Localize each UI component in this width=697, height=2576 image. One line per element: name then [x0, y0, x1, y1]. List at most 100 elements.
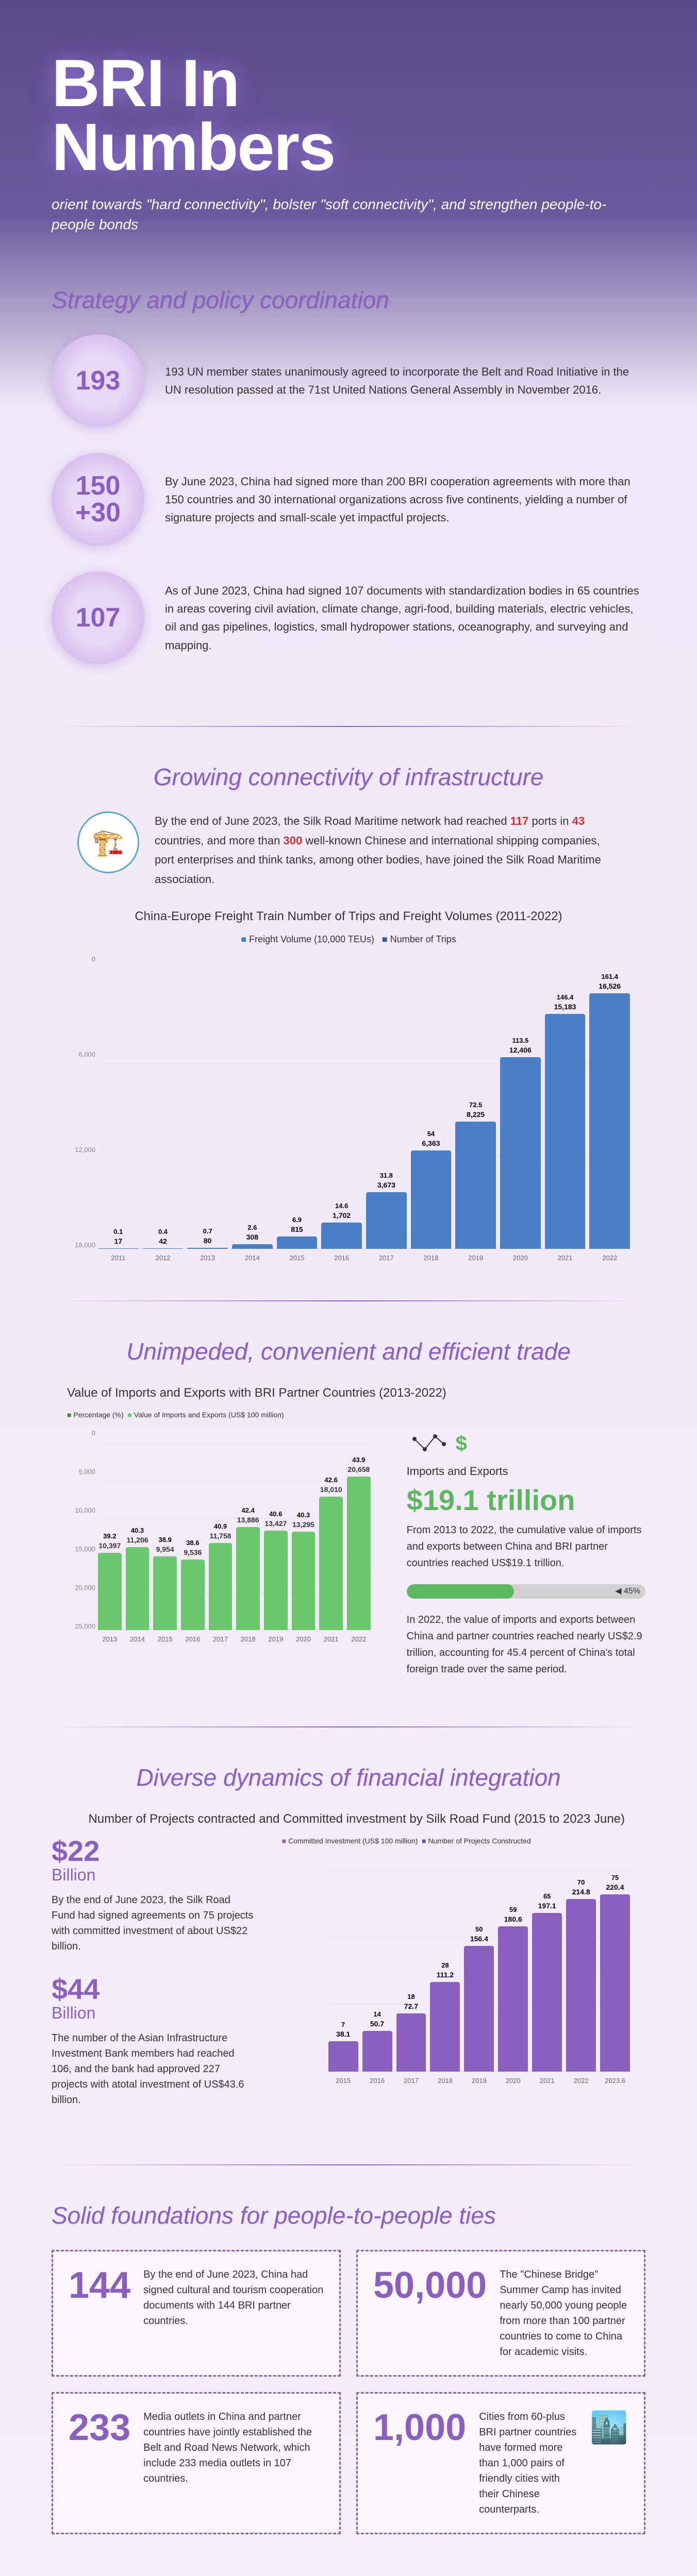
- bar-group: 11,758 40.9 2017: [209, 1543, 233, 1630]
- bar: 72.7 18: [396, 2013, 426, 2072]
- bar: 9,536 38.6: [181, 1560, 205, 1630]
- bar-xlabel: 2014: [245, 1254, 260, 1262]
- fin-chart-wrap: ■ Committed Investment (US$ 100 million)…: [282, 1837, 645, 2128]
- fin-chart: 38.1 7 2015 50.7 14 2016 72.7 18 2017 11…: [297, 1855, 630, 2087]
- bar-value: 72.7: [404, 2002, 418, 2010]
- bar-group: 8,225 72.5 2019: [455, 1122, 496, 1249]
- person-icon: [201, 2570, 258, 2576]
- stat-row: 150+30 By June 2023, China had signed mor…: [52, 453, 645, 546]
- people-card: 233 Media outlets in China and partner c…: [52, 2392, 341, 2534]
- trade-pct: ◀ 45%: [615, 1586, 640, 1596]
- bar: 3,673 31.8: [366, 1192, 407, 1249]
- stat-number: 150+30: [52, 453, 144, 546]
- bar-group: 11,206 40.3 2014: [126, 1547, 150, 1630]
- bar-group: 3,673 31.8 2017: [366, 1192, 407, 1249]
- people-text: The "Chinese Bridge" Summer Camp has inv…: [500, 2267, 628, 2360]
- trade-chart: 05,00010,00015,00020,00025,000 10,397 39…: [67, 1429, 371, 1646]
- bar-group: 38.1 7 2015: [328, 2041, 358, 2072]
- stat-row: 107As of June 2023, China had signed 107…: [52, 571, 645, 664]
- bar-group: 16,526 161.4 2022: [589, 993, 630, 1249]
- divider: [52, 1300, 645, 1301]
- bar-xlabel: 2018: [241, 1635, 256, 1643]
- bar: 80 0.7: [187, 1248, 228, 1249]
- person-icon: [439, 2570, 496, 2576]
- people-text: Media outlets in China and partner count…: [143, 2409, 324, 2486]
- bar-xlabel: 2023.6: [605, 2077, 625, 2084]
- bar-xlabel: 2012: [156, 1254, 171, 1262]
- fin-num: $44: [52, 1975, 256, 2004]
- bar: 38.1 7: [328, 2041, 358, 2072]
- bar-value: 13,295: [292, 1520, 314, 1529]
- people-num: 144: [69, 2267, 130, 2304]
- divider: [52, 726, 645, 727]
- people-num: 1,000: [373, 2409, 466, 2446]
- bar-group: 42 0.4 2012: [143, 1248, 184, 1249]
- bar: 214.8 70: [566, 1899, 596, 2072]
- stat-number: 107: [52, 571, 144, 664]
- bar-value: 42: [159, 1237, 167, 1245]
- bar-value: 815: [291, 1225, 303, 1233]
- bar-value: 20,658: [347, 1465, 370, 1473]
- bar-xlabel: 2019: [268, 1635, 283, 1643]
- people-card: 1,000 Cities from 60-plus BRI partner co…: [356, 2392, 645, 2534]
- bar-value: 9,536: [184, 1548, 202, 1556]
- bar-group: 1,702 14.6 2016: [321, 1223, 362, 1249]
- bar: 308 2.6: [232, 1244, 273, 1249]
- bar-value: 17: [114, 1237, 123, 1245]
- bar-xlabel: 2016: [185, 1635, 200, 1643]
- subtitle: orient towards "hard connectivity", bols…: [52, 194, 645, 234]
- bar-group: 180.6 59 2020: [498, 1926, 528, 2072]
- stat-text: By June 2023, China had signed more than…: [165, 472, 645, 527]
- people-text: By the end of June 2023, China had signe…: [143, 2267, 324, 2329]
- bar-value: 214.8: [572, 1888, 590, 1896]
- bar: 42 0.4: [143, 1248, 184, 1249]
- bar-group: 815 6.9 2015: [277, 1236, 318, 1249]
- bar-group: 13,295 40.3 2020: [292, 1532, 316, 1630]
- stat-row: 193193 UN member states unanimously agre…: [52, 334, 645, 427]
- infra-text: By the end of June 2023, the Silk Road M…: [155, 811, 620, 889]
- bar-xlabel: 2015: [290, 1254, 305, 1262]
- bar-value: 11,758: [209, 1532, 231, 1540]
- people-text: Cities from 60-plus BRI partner countrie…: [479, 2409, 577, 2517]
- bar-xlabel: 2018: [438, 2077, 453, 2084]
- trade-desc1: From 2013 to 2022, the cumulative value …: [407, 1522, 645, 1571]
- bar: 9,954 38.9: [153, 1556, 177, 1630]
- freight-chart: 06,00012,00018,000 17 0.1 2011 42 0.4 20…: [67, 955, 630, 1264]
- bar-group: 12,406 113.5 2020: [500, 1057, 541, 1249]
- bar-value: 197.1: [538, 1902, 556, 1910]
- card-icon: 🏙️: [590, 2409, 628, 2446]
- bar-value: 9,954: [156, 1545, 174, 1553]
- person-icon: [42, 2570, 99, 2576]
- bar-value: 8,225: [467, 1110, 485, 1118]
- bar-group: 214.8 70 2022: [566, 1899, 596, 2072]
- bar-xlabel: 2019: [472, 2077, 487, 2084]
- people-grid: 144 By the end of June 2023, China had s…: [52, 2250, 645, 2534]
- divider: [52, 2164, 645, 2165]
- fin-desc: By the end of June 2023, the Silk Road F…: [52, 1892, 256, 1954]
- fin-stats: $22 Billion By the end of June 2023, the…: [52, 1837, 256, 2128]
- bar-value: 12,406: [509, 1046, 532, 1054]
- bar: 17 0.1: [98, 1248, 139, 1249]
- bar-value: 10,397: [98, 1541, 121, 1550]
- dollar-icon: $: [407, 1431, 467, 1457]
- chart-title: China-Europe Freight Train Number of Tri…: [52, 909, 645, 924]
- bar: 15,183 146.4: [545, 1014, 586, 1248]
- bar-xlabel: 2017: [404, 2077, 419, 2084]
- bar-value: 180.6: [504, 1915, 522, 1923]
- bar: 16,526 161.4: [589, 993, 630, 1249]
- fin-num: $22: [52, 1837, 256, 1866]
- bar-xlabel: 2020: [506, 2077, 521, 2084]
- bar-group: 6,363 54 2018: [411, 1150, 452, 1249]
- fin-stat: $44 Billion The number of the Asian Infr…: [52, 1975, 256, 2108]
- bar-xlabel: 2015: [336, 2077, 351, 2084]
- bar-xlabel: 2022: [602, 1254, 617, 1262]
- person-icon: [598, 2570, 655, 2576]
- main-title: BRI InNumbers: [52, 52, 645, 179]
- section-trade: Unimpeded, convenient and efficient trad…: [0, 1317, 697, 1711]
- fin-unit: Billion: [52, 2004, 256, 2023]
- bar-value: 18,010: [320, 1485, 342, 1494]
- bar-xlabel: 2022: [351, 1635, 366, 1643]
- section-title: Diverse dynamics of financial integratio…: [52, 1764, 645, 1791]
- bar-xlabel: 2019: [468, 1254, 483, 1262]
- bar-xlabel: 2017: [379, 1254, 394, 1262]
